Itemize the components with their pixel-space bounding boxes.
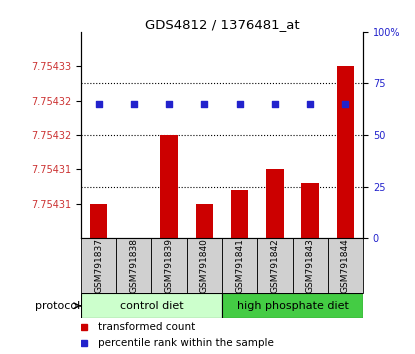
FancyBboxPatch shape [81, 238, 116, 293]
Point [342, 101, 349, 107]
FancyBboxPatch shape [328, 238, 363, 293]
FancyBboxPatch shape [222, 293, 363, 318]
Text: protocol: protocol [35, 301, 80, 311]
Text: GSM791844: GSM791844 [341, 238, 350, 293]
Text: GSM791840: GSM791840 [200, 238, 209, 293]
Bar [195, 204, 213, 238]
Text: GSM791843: GSM791843 [306, 238, 315, 293]
FancyBboxPatch shape [187, 238, 222, 293]
Bar [266, 169, 284, 238]
Bar [231, 190, 249, 238]
Text: GSM791839: GSM791839 [165, 238, 173, 293]
FancyBboxPatch shape [151, 238, 187, 293]
Point [272, 101, 278, 107]
Text: GSM791837: GSM791837 [94, 238, 103, 293]
Point [95, 101, 102, 107]
Bar [337, 66, 354, 238]
Text: GSM791838: GSM791838 [129, 238, 138, 293]
FancyBboxPatch shape [293, 238, 328, 293]
Title: GDS4812 / 1376481_at: GDS4812 / 1376481_at [145, 18, 299, 31]
Bar [301, 183, 319, 238]
Text: GSM791841: GSM791841 [235, 238, 244, 293]
Text: high phosphate diet: high phosphate diet [237, 301, 349, 311]
Text: GSM791842: GSM791842 [271, 238, 279, 293]
FancyBboxPatch shape [116, 238, 151, 293]
Bar [160, 135, 178, 238]
Point [166, 101, 173, 107]
Point [201, 101, 208, 107]
Text: transformed count: transformed count [98, 322, 195, 332]
Point [237, 101, 243, 107]
Text: control diet: control diet [120, 301, 183, 311]
Bar [90, 204, 107, 238]
FancyBboxPatch shape [81, 293, 222, 318]
FancyBboxPatch shape [257, 238, 293, 293]
Point [307, 101, 314, 107]
Text: percentile rank within the sample: percentile rank within the sample [98, 338, 274, 348]
Point [131, 101, 137, 107]
FancyBboxPatch shape [222, 238, 257, 293]
